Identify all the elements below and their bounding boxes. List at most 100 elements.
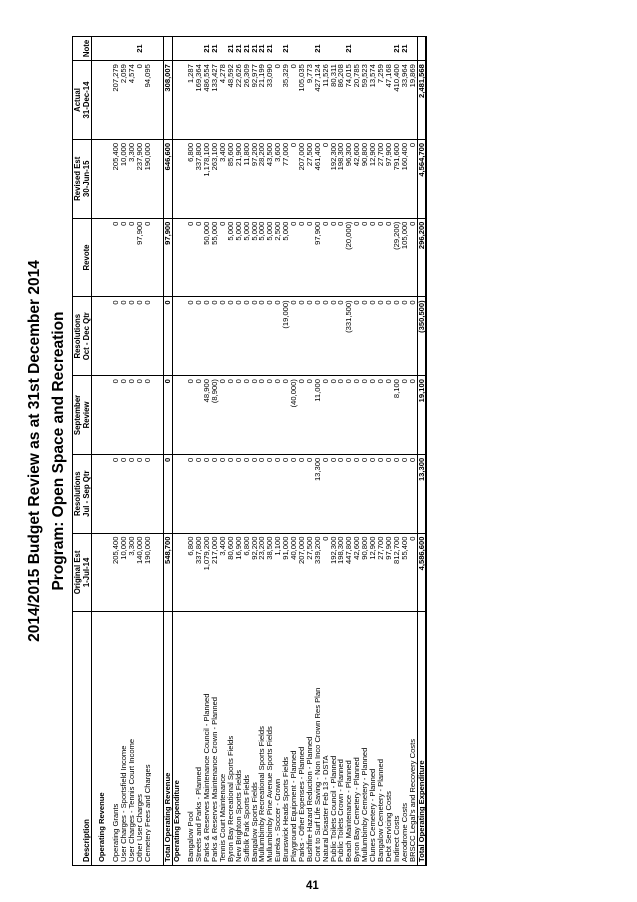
- table-cell: 0: [329, 296, 338, 376]
- table-cell: 207,000: [297, 139, 306, 219]
- table-cell: Bangalow Pool: [187, 611, 196, 866]
- table-cell: 0: [234, 296, 243, 376]
- table-cell: 0: [187, 218, 196, 297]
- table-cell: 48,900: [203, 375, 211, 455]
- table-cell: 0: [163, 375, 173, 455]
- header-res-q1-1: Resolutions: [72, 454, 82, 534]
- table-cell: 20,785: [353, 60, 362, 140]
- table-row: Parks & Reserves Maintenance Council - P…: [203, 36, 211, 866]
- table-cell: 0: [127, 375, 136, 455]
- table-cell: 2,481,568: [417, 60, 427, 140]
- table-row: Debt Servicing Costs97,900000097,90047,1…: [384, 36, 393, 866]
- table-cell: [172, 218, 182, 297]
- table-cell: 48,592: [226, 60, 235, 140]
- table-cell: 42,600: [353, 533, 362, 612]
- table-cell: 0: [218, 296, 227, 376]
- table-cell: 5,000: [234, 218, 243, 297]
- table-cell: (40,000): [290, 375, 298, 455]
- table-cell: 0: [408, 139, 418, 219]
- table-cell: 0: [369, 296, 377, 376]
- rotated-page: 2014/2015 Budget Review as at 31st Decem…: [22, 36, 622, 866]
- table-cell: 27,500: [305, 533, 314, 612]
- table-cell: 0: [111, 296, 120, 376]
- table-cell: Bangalow Cemetery - Planned: [377, 611, 385, 866]
- table-cell: Cemetery Fees and Charges: [143, 611, 152, 866]
- table-cell: 90,800: [361, 139, 370, 219]
- table-cell: 3,300: [127, 139, 136, 219]
- table-cell: 0: [242, 296, 251, 376]
- table-cell: 0: [195, 218, 204, 297]
- table-cell: [321, 36, 330, 61]
- table-cell: 0: [369, 218, 377, 297]
- table-cell: Cont to Surf Life Saving - Non Inco Crow…: [313, 611, 322, 866]
- table-cell: 160,400: [400, 139, 409, 219]
- table-cell: Debt Servicing Costs: [384, 611, 393, 866]
- table-cell: 0: [297, 296, 306, 376]
- header-actual-1: Actual: [72, 60, 82, 140]
- table-cell: (331,500): [345, 296, 354, 376]
- table-cell: 21: [210, 36, 219, 61]
- table-cell: 5,000: [258, 218, 267, 297]
- table-row: Aerodrome Costs55,400000105,000160,40033…: [400, 36, 409, 866]
- table-cell: Operating Grants: [111, 611, 120, 866]
- table-row: Playground Equipment - Planned40,0000(40…: [290, 36, 298, 866]
- table-cell: 3,400: [218, 533, 227, 612]
- table-cell: Brunswick Heads Sports Fields: [282, 611, 291, 866]
- table-cell: 43,500: [266, 139, 275, 219]
- table-cell: 169,364: [195, 60, 204, 140]
- table-row: Natural Disaster Feb 13 - DSTA00000011,5…: [321, 36, 330, 866]
- table-cell: 791,600: [392, 139, 401, 219]
- table-cell: 42,600: [353, 139, 362, 219]
- table-cell: 0: [384, 375, 393, 455]
- table-cell: 0: [337, 375, 346, 455]
- table-cell: 0: [274, 375, 283, 455]
- table-cell: 0: [187, 454, 196, 534]
- table-cell: (19,000): [282, 296, 291, 376]
- table-cell: 0: [258, 454, 267, 534]
- table-cell: 190,000: [143, 533, 152, 612]
- table-cell: 21: [250, 36, 259, 61]
- table-cell: 0: [290, 218, 298, 297]
- table-cell: 21: [135, 36, 144, 61]
- table-cell: 0: [195, 375, 204, 455]
- table-cell: 0: [329, 375, 338, 455]
- table-cell: 0: [313, 296, 322, 376]
- table-cell: Suffolk Park Sports Fields: [242, 611, 251, 866]
- table-cell: 0: [111, 218, 120, 297]
- table-cell: [111, 36, 120, 61]
- header-revote-1: [72, 218, 82, 297]
- table-cell: 0: [290, 454, 298, 534]
- table-cell: 192,300: [329, 533, 338, 612]
- table-row: Public Toilets Crown - Planned198,300000…: [337, 36, 346, 866]
- table-cell: Operating Revenue: [98, 611, 106, 866]
- table-cell: 0: [400, 454, 409, 534]
- table-cell: [274, 36, 283, 61]
- table-cell: [127, 36, 136, 61]
- table-cell: [172, 533, 182, 612]
- table-cell: [377, 36, 385, 61]
- table-cell: 12,900: [369, 533, 377, 612]
- table-row: Bangalow Cemetery - Planned27,700000027,…: [377, 36, 385, 866]
- table-cell: 0: [321, 139, 330, 219]
- table-cell: 0: [353, 218, 362, 297]
- table-cell: 0: [266, 375, 275, 455]
- table-row: Parks - Other Expenses - Planned207,0000…: [297, 36, 306, 866]
- table-cell: 0: [377, 454, 385, 534]
- table-cell: 2,059: [119, 60, 128, 140]
- table-cell: 10,000: [119, 533, 128, 612]
- table-cell: 0: [210, 296, 219, 376]
- table-cell: 0: [305, 218, 314, 297]
- table-cell: Clunes Cemetery - Planned: [369, 611, 377, 866]
- table-cell: Total Operating Revenue: [163, 611, 173, 866]
- table-cell: 812,700: [392, 533, 401, 612]
- table-row: Streets and Parks - Planned337,800000033…: [195, 36, 204, 866]
- table-cell: [329, 36, 338, 61]
- table-cell: 0: [305, 454, 314, 534]
- table-cell: 105,035: [297, 60, 306, 140]
- table-cell: 0: [135, 375, 144, 455]
- table-row: Beach Maintenance - Planned447,80000(331…: [345, 36, 354, 866]
- table-cell: 0: [163, 454, 173, 534]
- table-cell: 3,400: [218, 139, 227, 219]
- table-cell: 92,977: [250, 60, 259, 140]
- table-cell: 0: [337, 296, 346, 376]
